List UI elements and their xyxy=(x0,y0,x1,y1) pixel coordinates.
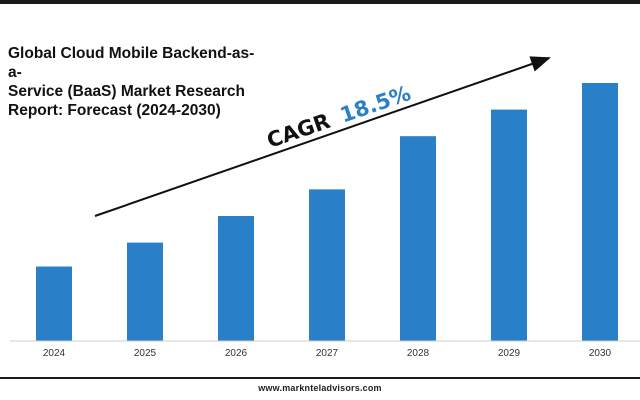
bar-2026 xyxy=(218,215,254,341)
x-tick-2029: 2029 xyxy=(498,348,521,359)
x-tick-2025: 2025 xyxy=(134,348,157,359)
x-tick-labels: 2024 2025 2026 2027 2028 2029 2030 xyxy=(43,348,612,359)
x-tick-2027: 2027 xyxy=(316,348,339,359)
top-rule xyxy=(0,0,640,4)
trend-arrow xyxy=(94,56,551,217)
svg-text:CAGR 18.5%: CAGR 18.5% xyxy=(264,81,414,153)
chart-title: Global Cloud Mobile Backend-as-a- Servic… xyxy=(8,45,255,119)
bars-group xyxy=(36,82,618,341)
bar-2030 xyxy=(582,82,618,341)
bar-2027 xyxy=(309,189,345,341)
bar-2025 xyxy=(127,242,163,341)
bar-2028 xyxy=(400,136,436,341)
x-tick-2030: 2030 xyxy=(589,348,612,359)
cagr-annotation: CAGR 18.5% xyxy=(264,81,414,153)
cagr-value: 18.5% xyxy=(337,81,414,127)
x-tick-2024: 2024 xyxy=(43,348,66,359)
footer-website: www.marknteladvisors.com xyxy=(0,377,640,400)
x-tick-2026: 2026 xyxy=(225,348,248,359)
bar-2024 xyxy=(36,266,72,341)
bar-2029 xyxy=(491,109,527,341)
x-tick-2028: 2028 xyxy=(407,348,430,359)
